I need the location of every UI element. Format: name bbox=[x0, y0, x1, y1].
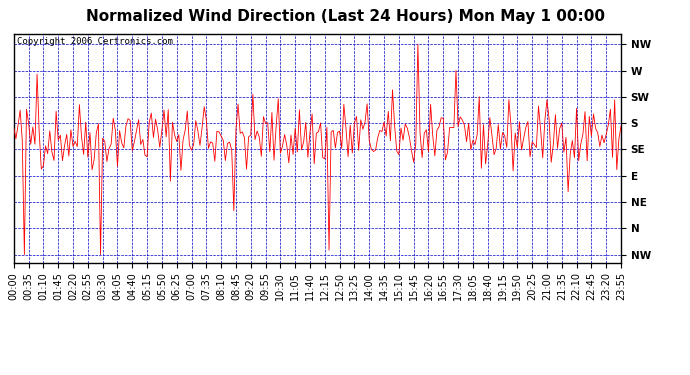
Text: Copyright 2006 Certronics.com: Copyright 2006 Certronics.com bbox=[17, 37, 172, 46]
Text: Normalized Wind Direction (Last 24 Hours) Mon May 1 00:00: Normalized Wind Direction (Last 24 Hours… bbox=[86, 9, 604, 24]
